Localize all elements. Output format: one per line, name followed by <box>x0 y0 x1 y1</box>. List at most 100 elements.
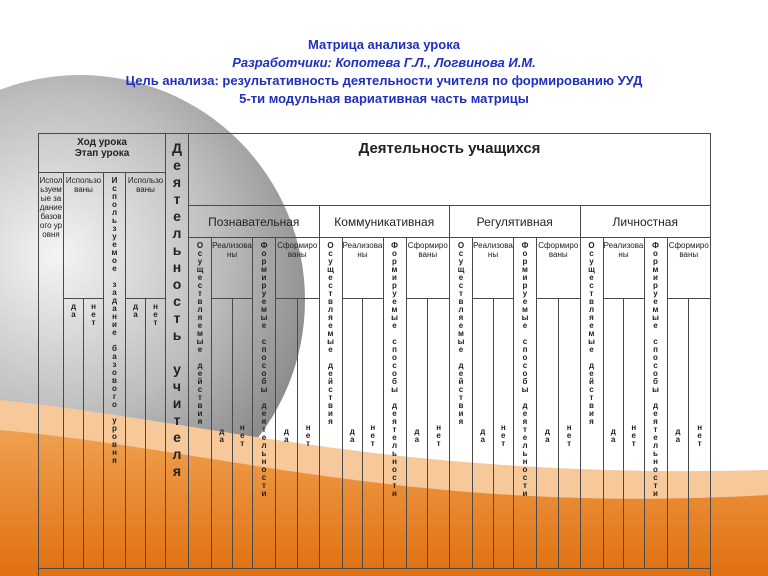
sub-header-text: да <box>412 427 422 443</box>
lesson-column-header: Используемое задание базового уровня <box>103 172 126 569</box>
group-header: Познавательная <box>188 205 320 238</box>
column-header: Формируемые способы деятельности <box>513 237 537 569</box>
lesson-column-header-text: Используемое задание базового уровня <box>110 176 119 464</box>
sub-header: нет <box>688 298 711 569</box>
sub-header-text: нет <box>629 423 639 447</box>
column-header: Осуществляемые действия <box>318 237 343 569</box>
column-header-text: Осуществляемые действия <box>456 241 466 425</box>
group-header-text: Регулятивная <box>476 214 553 229</box>
lesson-column-header: Используемые задание базового уровня <box>38 172 64 569</box>
column-header: Сформированы <box>536 237 581 299</box>
column-header: Реализованы <box>602 237 645 299</box>
sub-header: да <box>536 298 559 569</box>
lesson-header-line: Ход урока <box>77 137 127 148</box>
lesson-column-header-text: Используемые задание базового уровня <box>39 176 63 239</box>
column-header-text: Осуществляемые действия <box>587 241 596 425</box>
column-header: Сформированы <box>405 237 450 299</box>
lesson-column-header-text: Использованы <box>65 176 102 194</box>
column-header-text: Сформированы <box>277 241 318 259</box>
sub-header-text: да <box>673 427 683 443</box>
sub-header-text: да <box>131 302 140 318</box>
sub-header: да <box>472 298 494 569</box>
column-header: Осуществляемые действия <box>188 237 212 569</box>
sub-header: да <box>602 298 624 569</box>
lesson-header: Ход урока Этап урока <box>38 133 166 173</box>
sub-header-text: да <box>217 427 227 443</box>
authors: Разработчики: Копотева Г.Л., Логвинова И… <box>0 54 768 72</box>
column-header-text: Сформированы <box>668 241 709 259</box>
column-header-text: Реализованы <box>473 241 513 259</box>
column-header-text: Сформированы <box>538 241 579 259</box>
group-header: Регулятивная <box>449 205 581 238</box>
column-header-text: Формируемые способы деятельности <box>651 241 660 497</box>
sub-header-text: нет <box>89 302 98 326</box>
students-header: Деятельность учащихся <box>188 133 711 206</box>
sub-header-text: нет <box>303 423 313 447</box>
sub-header: нет <box>231 298 253 569</box>
lesson-header-line: Этап урока <box>74 148 130 159</box>
sub-header: да <box>63 298 84 569</box>
sub-header: да <box>275 298 298 569</box>
sub-header: нет <box>83 298 104 569</box>
sub-header-text: да <box>608 427 618 443</box>
lesson-column-header: Использованы <box>125 172 166 299</box>
column-header: Сформированы <box>275 237 320 299</box>
sub-header: да <box>405 298 429 569</box>
table-bottom-row <box>38 568 711 576</box>
group-header: Личностная <box>579 205 711 238</box>
column-header: Реализованы <box>211 237 253 299</box>
sub-header: да <box>125 298 146 569</box>
sub-header: нет <box>296 298 320 569</box>
sub-header-text: да <box>542 427 552 443</box>
teacher-header-text: Деятельность учителя <box>169 140 185 480</box>
column-header-text: Формируемые способы деятельности <box>390 241 399 497</box>
sub-header-text: нет <box>498 423 508 447</box>
sub-header-text: нет <box>151 302 160 326</box>
sub-header-text: да <box>478 427 488 443</box>
teacher-header: Деятельность учителя <box>165 133 189 569</box>
column-header: Формируемые способы деятельности <box>252 237 276 569</box>
column-header: Осуществляемые действия <box>579 237 604 569</box>
column-header-text: Реализованы <box>212 241 252 259</box>
sub-header: нет <box>557 298 581 569</box>
sub-header-text: да <box>69 302 78 318</box>
lesson-column-header-text: Использованы <box>127 176 164 194</box>
sub-header: нет <box>492 298 514 569</box>
column-header: Сформированы <box>666 237 711 299</box>
sub-header: нет <box>145 298 166 569</box>
column-header-text: Формируемые способы деятельности <box>259 241 269 497</box>
sub-header: да <box>666 298 690 569</box>
students-header-text: Деятельность учащихся <box>358 140 541 157</box>
column-header: Формируемые способы деятельности <box>643 237 668 569</box>
lesson-header-text: Ход урока Этап урока <box>75 134 130 159</box>
sub-header-text: нет <box>564 423 574 447</box>
lesson-column-header: Использованы <box>63 172 104 299</box>
sub-header: да <box>211 298 233 569</box>
group-header-text: Коммуникативная <box>334 214 435 229</box>
column-header-text: Осуществляемые действия <box>326 241 335 425</box>
column-header: Реализованы <box>341 237 384 299</box>
goal: Цель анализа: результативность деятельно… <box>125 73 643 88</box>
sub-header-text: да <box>281 427 291 443</box>
title: Матрица анализа урока <box>308 37 460 52</box>
group-header-text: Познавательная <box>208 214 300 229</box>
group-header: Коммуникативная <box>318 205 450 238</box>
column-header-text: Реализованы <box>342 241 383 259</box>
sub-header: нет <box>362 298 384 569</box>
column-header: Реализованы <box>472 237 514 299</box>
column-header-text: Реализованы <box>603 241 644 259</box>
column-header-text: Формируемые способы деятельности <box>520 241 530 497</box>
column-header-text: Сформированы <box>407 241 448 259</box>
sub-header-text: нет <box>368 423 378 447</box>
authors-text: Разработчики: Копотева Г.Л., Логвинова И… <box>232 55 536 70</box>
sub-header: да <box>341 298 363 569</box>
sub-header-text: нет <box>695 423 705 447</box>
column-header-text: Осуществляемые действия <box>195 241 205 425</box>
sub-header: нет <box>623 298 645 569</box>
sub-header-text: нет <box>434 423 444 447</box>
sub-header: нет <box>427 298 450 569</box>
sub-header-text: нет <box>237 423 247 447</box>
wave <box>0 430 768 576</box>
